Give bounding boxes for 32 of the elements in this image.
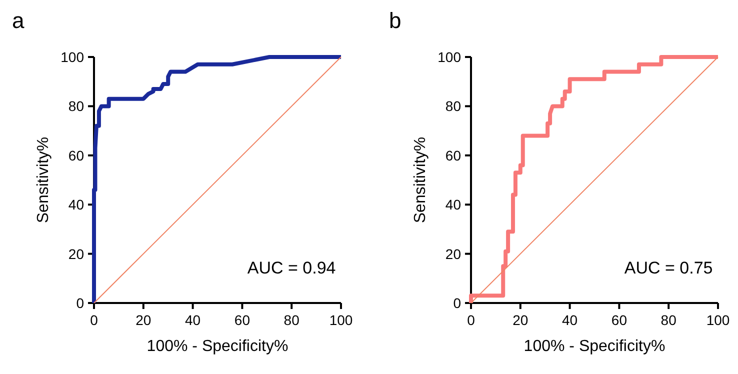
y-tick-label: 40: [68, 196, 84, 213]
x-tick-label: 40: [185, 312, 201, 328]
y-tick-label: 20: [68, 246, 84, 262]
x-tick-label: 20: [136, 312, 152, 328]
x-tick-label: 80: [660, 312, 677, 328]
x-tick-label: 0: [467, 312, 476, 328]
y-tick-label: 60: [445, 147, 462, 164]
y-tick-label: 0: [453, 295, 462, 311]
y-axis-title: Sensitivity%: [412, 136, 429, 224]
annotation: AUC = 0.94: [247, 258, 336, 278]
x-tick-label: 60: [611, 312, 628, 328]
x-tick-label: 0: [90, 312, 98, 328]
y-tick-label: 0: [76, 295, 84, 311]
y-tick-label: 80: [68, 98, 84, 114]
y-tick-label: 100: [438, 49, 462, 65]
x-axis-title: 100% - Specificity%: [146, 338, 288, 355]
x-tick-label: 80: [284, 312, 300, 328]
x-axis-title: 100% - Specificity%: [524, 338, 666, 355]
x-tick-label: 20: [512, 312, 528, 328]
y-tick-label: 40: [445, 196, 462, 213]
x-tick-label: 40: [562, 312, 578, 328]
y-tick-label: 20: [445, 246, 462, 262]
y-axis-title: Sensitivity%: [35, 136, 52, 224]
y-tick-label: 80: [445, 98, 462, 114]
annotation: AUC = 0.75: [624, 258, 713, 278]
x-tick-label: 60: [234, 312, 250, 328]
x-tick-label: 100: [329, 312, 353, 328]
chart-title: a: [12, 8, 25, 33]
chart-title: b: [389, 8, 402, 33]
y-tick-label: 60: [68, 147, 84, 164]
y-tick-label: 100: [60, 49, 84, 65]
x-tick-label: 100: [706, 312, 730, 328]
